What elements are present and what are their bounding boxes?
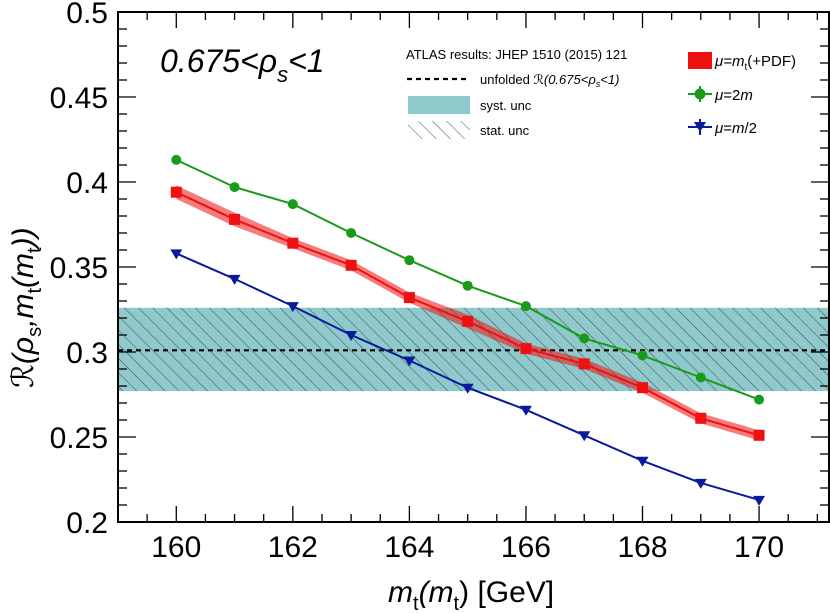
y-tick-label: 0.25 [50,422,108,455]
data-point [636,456,649,467]
x-axis-title: mt(mt) [GeV] [388,576,554,613]
data-point [171,154,182,165]
x-tick-label: 160 [151,531,201,564]
data-point [462,315,474,327]
data-point [520,301,531,312]
legend-header: ATLAS results: JHEP 1510 (2015) 121 [406,47,627,62]
legend-left: ATLAS results: JHEP 1510 (2015) 121 unfo… [406,47,627,139]
data-point [403,292,415,304]
legend-half-marker [694,122,706,132]
data-point [579,333,590,344]
data-point [695,372,706,383]
y-axis-title: ℛ(ρs,mt(mt)) [7,227,46,388]
data-point [578,358,590,370]
legend-pdf-swatch [688,52,712,69]
data-point [578,431,591,442]
data-point [519,405,532,416]
data-point [461,383,474,394]
tick-labels: 160 162 164 166 168 170 0.2 0.25 0.3 0.35 0.4 0.45 0… [50,0,784,564]
data-point [694,478,707,489]
x-tick-label: 166 [501,531,551,564]
rho-range-annotation: 0.675<ρs<1 [160,43,325,87]
data-point [462,280,473,291]
data-point [286,302,299,313]
data-point [753,429,765,441]
legend-2m-marker [694,88,706,100]
legend-syst-swatch [408,96,470,114]
data-point [695,412,707,424]
legend-pdf-label: μ=mt(+PDF) [714,53,796,73]
legend-right: μ=mt(+PDF) μ=2m μ=m/2 [688,52,796,137]
legend-2m-label: μ=2m [714,87,753,104]
y-tick-label: 0.45 [50,82,108,115]
data-point [287,199,298,210]
data-point [403,356,416,367]
data-point [287,237,299,249]
data-point [345,331,358,341]
data-point [520,343,532,355]
legend-unfolded-label: unfolded ℛ(0.675<ρs<1) [480,72,619,89]
data-point [229,213,241,225]
data-point [170,186,182,198]
y-tick-label: 0.4 [66,167,108,200]
legend-stat-label: stat. unc [480,123,530,138]
axis-ticks [117,11,829,523]
data-point [637,350,648,361]
y-tick-label: 0.35 [50,252,108,285]
series-layer [170,154,766,506]
data-point [637,382,649,394]
legend-syst-label: syst. unc [480,98,532,113]
data-point [345,259,357,271]
y-tick-label: 0.2 [66,507,108,540]
legend-half-label: μ=m/2 [714,120,757,137]
data-point [170,249,183,260]
data-point [346,228,357,238]
data-point [228,274,241,285]
y-tick-label: 0.3 [66,337,108,370]
series-1 [170,185,765,441]
data-point [404,255,415,266]
x-tick-label: 162 [268,531,318,564]
series-0 [171,154,765,405]
data-point [229,182,240,193]
x-tick-label: 164 [384,531,434,564]
data-point [754,394,765,405]
legend-stat-swatch [408,121,470,139]
series-2 [170,249,766,506]
x-tick-label: 168 [617,531,667,564]
y-tick-label: 0.5 [66,0,108,30]
x-tick-label: 170 [734,531,784,564]
data-point [753,495,766,506]
